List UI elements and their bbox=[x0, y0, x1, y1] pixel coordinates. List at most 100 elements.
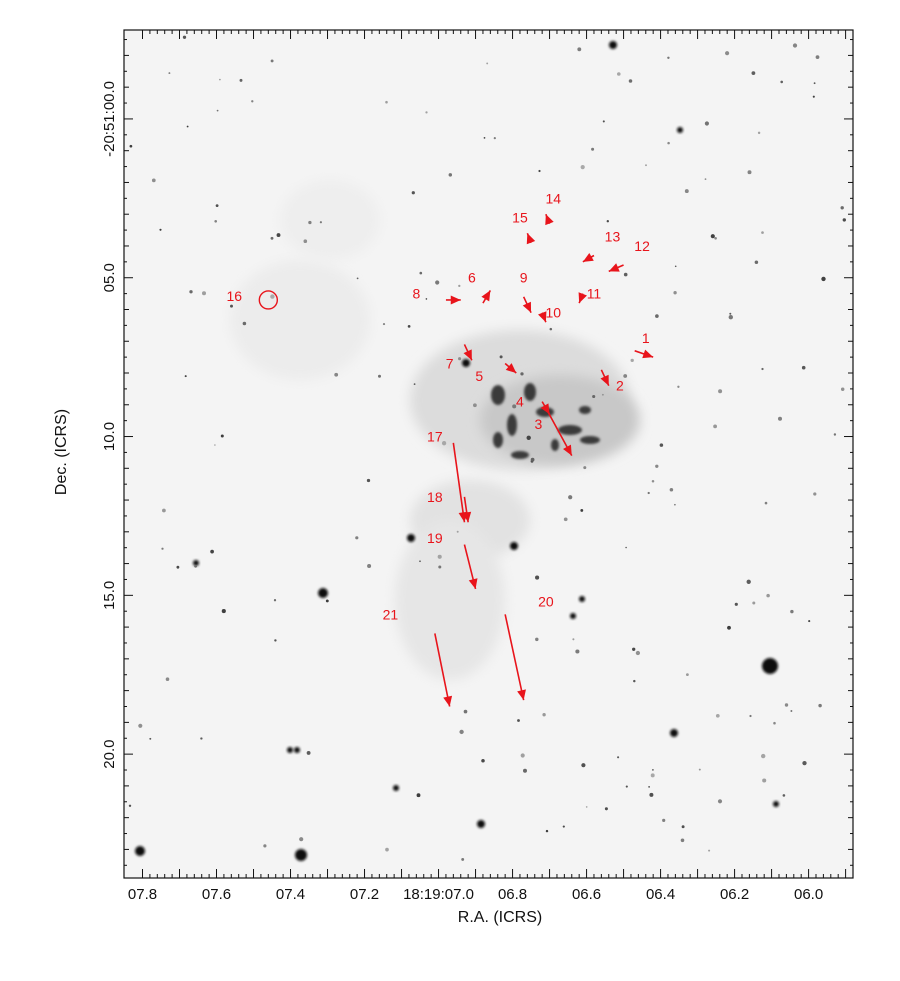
faint-star bbox=[764, 501, 768, 505]
faint-star bbox=[161, 547, 164, 550]
faint-star bbox=[575, 649, 580, 654]
annotation-6: 6 bbox=[468, 270, 492, 304]
faint-star bbox=[635, 650, 641, 656]
faint-star bbox=[270, 236, 274, 240]
star bbox=[677, 127, 683, 133]
faint-star bbox=[456, 530, 459, 533]
faint-star bbox=[221, 609, 226, 614]
x-tick-label: 07.8 bbox=[128, 886, 157, 903]
annotation-1: 1 bbox=[634, 330, 654, 359]
faint-star bbox=[520, 372, 524, 376]
faint-star bbox=[773, 721, 776, 725]
y-tick-label: 20.0 bbox=[101, 740, 118, 769]
faint-star bbox=[681, 825, 685, 829]
faint-star bbox=[662, 818, 666, 823]
star bbox=[510, 542, 518, 550]
nebula-knot bbox=[507, 414, 517, 436]
faint-star bbox=[842, 218, 846, 222]
faint-star bbox=[215, 204, 219, 208]
faint-star bbox=[704, 121, 709, 126]
motion-arrow-head bbox=[468, 578, 478, 589]
faint-star bbox=[435, 280, 440, 285]
faint-star bbox=[138, 723, 143, 728]
faint-star bbox=[542, 713, 546, 717]
faint-star bbox=[602, 120, 605, 123]
faint-star bbox=[512, 404, 517, 409]
faint-star bbox=[761, 753, 766, 759]
nebula-blob bbox=[480, 375, 640, 465]
annotation-label: 8 bbox=[412, 286, 420, 302]
faint-star bbox=[530, 457, 535, 462]
annotation-label: 20 bbox=[538, 594, 554, 610]
nebula-blob bbox=[280, 180, 380, 260]
faint-star bbox=[549, 327, 553, 331]
motion-arrow-head bbox=[582, 252, 594, 262]
faint-star bbox=[718, 389, 723, 394]
faint-star bbox=[801, 365, 806, 370]
faint-star bbox=[802, 760, 807, 766]
faint-star bbox=[273, 599, 277, 602]
y-tick-label: 05.0 bbox=[101, 263, 118, 292]
faint-star bbox=[366, 478, 371, 483]
annotation-10: 10 bbox=[538, 305, 561, 323]
motion-arrow-head bbox=[540, 403, 550, 415]
x-tick-label: 06.2 bbox=[720, 886, 749, 903]
motion-arrow-head bbox=[443, 695, 453, 707]
faint-star bbox=[437, 554, 442, 559]
annotation-20: 20 bbox=[504, 594, 554, 701]
faint-star bbox=[378, 374, 381, 378]
annotation-label: 3 bbox=[535, 416, 543, 432]
faint-star bbox=[274, 639, 277, 642]
faint-star bbox=[189, 290, 193, 294]
faint-star bbox=[577, 47, 582, 52]
faint-star bbox=[463, 709, 468, 714]
faint-star bbox=[650, 773, 655, 778]
faint-star bbox=[382, 323, 386, 326]
annotation-label: 19 bbox=[427, 530, 443, 546]
motion-arrow-shaft bbox=[434, 633, 451, 707]
annotation-label: 9 bbox=[520, 270, 528, 286]
annotation-label: 11 bbox=[587, 286, 602, 302]
motion-arrow-head bbox=[463, 349, 472, 361]
faint-star bbox=[563, 517, 568, 522]
faint-star bbox=[517, 719, 520, 722]
faint-star bbox=[165, 677, 170, 681]
faint-star bbox=[535, 637, 539, 642]
faint-star bbox=[425, 111, 428, 114]
faint-star bbox=[385, 847, 389, 852]
faint-star bbox=[591, 147, 595, 151]
annotation-12: 12 bbox=[608, 238, 650, 273]
faint-star bbox=[407, 325, 411, 328]
faint-star bbox=[840, 206, 844, 210]
faint-star bbox=[486, 62, 489, 65]
star-field bbox=[128, 35, 846, 861]
faint-star bbox=[727, 625, 731, 630]
faint-star bbox=[645, 164, 647, 167]
faint-star bbox=[176, 565, 180, 569]
nebula-knot bbox=[511, 451, 529, 459]
annotation-21: 21 bbox=[383, 606, 453, 707]
annotation-label: 12 bbox=[634, 238, 650, 254]
y-tick-labels: 50:55.0-20:51:00.005.010.015.020.0 bbox=[101, 81, 118, 769]
faint-star bbox=[669, 488, 674, 492]
faint-star bbox=[580, 508, 584, 512]
star bbox=[609, 41, 617, 49]
annotation-5: 5 bbox=[475, 362, 517, 384]
faint-star bbox=[483, 137, 486, 139]
faint-star bbox=[604, 807, 608, 811]
faint-star bbox=[159, 228, 162, 231]
faint-star bbox=[458, 357, 462, 361]
faint-star bbox=[303, 239, 308, 243]
faint-star bbox=[714, 236, 717, 240]
faint-star bbox=[458, 284, 461, 288]
faint-star bbox=[704, 178, 707, 180]
x-tick-label: 06.6 bbox=[572, 886, 601, 903]
faint-star bbox=[674, 265, 677, 268]
star bbox=[477, 820, 485, 828]
x-tick-label: 07.2 bbox=[350, 886, 379, 903]
motion-arrow-head bbox=[450, 295, 461, 305]
faint-star bbox=[652, 769, 654, 771]
faint-star bbox=[751, 71, 756, 75]
x-tick-label: 07.6 bbox=[202, 886, 231, 903]
